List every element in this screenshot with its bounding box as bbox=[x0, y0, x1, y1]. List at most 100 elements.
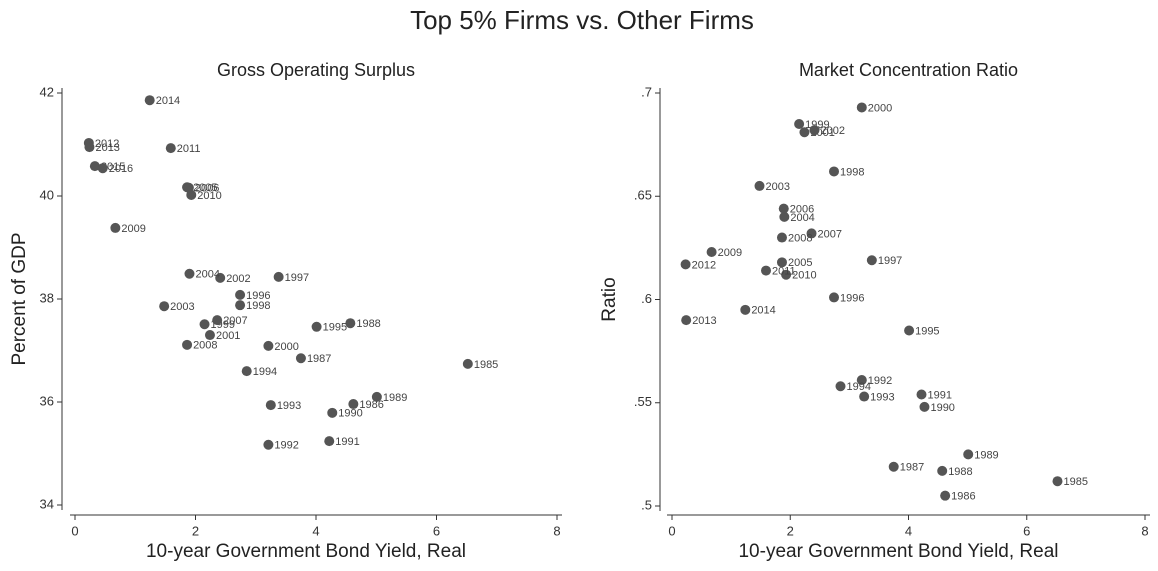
point bbox=[311, 321, 322, 332]
point-label: 2010 bbox=[197, 190, 221, 202]
point bbox=[740, 304, 751, 315]
point-label: 1987 bbox=[900, 462, 924, 474]
point-label: 2011 bbox=[177, 143, 201, 155]
x-tick-label: 0 bbox=[71, 523, 78, 538]
y-tick-label: 36 bbox=[40, 393, 54, 408]
point-label: 1989 bbox=[383, 392, 407, 404]
point-label: 2003 bbox=[170, 301, 194, 313]
point-label: 1985 bbox=[474, 359, 498, 371]
point-label: 2005 bbox=[788, 257, 812, 269]
point-label: 1990 bbox=[930, 402, 954, 414]
point bbox=[776, 232, 787, 243]
point bbox=[963, 449, 974, 460]
point bbox=[84, 142, 95, 153]
y-axis-title: Ratio bbox=[599, 277, 620, 321]
point bbox=[680, 259, 691, 270]
point bbox=[919, 401, 930, 412]
point-label: 1992 bbox=[868, 375, 892, 387]
x-tick-label: 6 bbox=[433, 523, 440, 538]
point bbox=[794, 118, 805, 129]
point bbox=[835, 381, 846, 392]
point-label: 2007 bbox=[818, 228, 842, 240]
point-label: 2013 bbox=[692, 315, 716, 327]
point-label: 1993 bbox=[870, 391, 894, 403]
point-label: 1993 bbox=[277, 400, 301, 412]
point bbox=[144, 95, 155, 106]
point bbox=[681, 315, 692, 326]
point-label: 1988 bbox=[948, 466, 972, 478]
point-label: 1991 bbox=[335, 436, 359, 448]
point bbox=[327, 407, 338, 418]
y-tick-label: .65 bbox=[634, 188, 652, 203]
point-label: 1997 bbox=[285, 272, 309, 284]
point bbox=[706, 247, 717, 258]
point bbox=[184, 268, 195, 279]
point-label: 2009 bbox=[121, 223, 145, 235]
point-label: 2012 bbox=[95, 138, 119, 150]
point bbox=[295, 353, 306, 364]
point bbox=[937, 465, 948, 476]
point bbox=[829, 166, 840, 177]
point-label: 2014 bbox=[156, 95, 180, 107]
x-tick-label: 6 bbox=[1023, 523, 1030, 538]
x-tick-label: 0 bbox=[668, 523, 675, 538]
point bbox=[263, 439, 274, 450]
point bbox=[273, 271, 284, 282]
point bbox=[809, 125, 820, 136]
point bbox=[97, 163, 108, 174]
point bbox=[110, 222, 121, 233]
point-label: 1989 bbox=[974, 449, 998, 461]
point-label: 2003 bbox=[766, 181, 790, 193]
point bbox=[371, 391, 382, 402]
y-axis-title: Percent of GDP bbox=[9, 232, 30, 365]
point bbox=[779, 211, 790, 222]
point-label: 1995 bbox=[323, 322, 347, 334]
point-label: 1988 bbox=[356, 318, 380, 330]
point-label: 1992 bbox=[274, 440, 298, 452]
y-tick-label: 34 bbox=[40, 496, 54, 511]
x-tick-label: 4 bbox=[312, 523, 319, 538]
point-label: 2012 bbox=[692, 259, 716, 271]
point-label: 2008 bbox=[788, 232, 812, 244]
point bbox=[754, 180, 765, 191]
point-label: 2007 bbox=[223, 315, 247, 327]
point bbox=[940, 490, 951, 501]
point-label: 2002 bbox=[226, 273, 250, 285]
point bbox=[199, 319, 210, 330]
point bbox=[761, 265, 772, 276]
point bbox=[888, 461, 899, 472]
point bbox=[241, 366, 252, 377]
x-axis-title: 10-year Government Bond Yield, Real bbox=[738, 541, 1058, 562]
point-label: 1986 bbox=[951, 491, 975, 503]
point bbox=[89, 161, 100, 172]
point-label: 2016 bbox=[109, 163, 133, 175]
point-label: 2008 bbox=[193, 340, 217, 352]
x-tick-label: 2 bbox=[192, 523, 199, 538]
point-label: 2005 bbox=[193, 182, 217, 194]
point bbox=[829, 292, 840, 303]
point bbox=[159, 301, 170, 312]
chart-title: Gross Operating Surplus bbox=[217, 60, 415, 80]
y-tick-label: .55 bbox=[634, 394, 652, 409]
point bbox=[324, 436, 335, 447]
point-label: 1987 bbox=[307, 353, 331, 365]
point bbox=[212, 315, 223, 326]
point bbox=[265, 400, 276, 411]
point bbox=[1052, 476, 1063, 487]
point-label: 2004 bbox=[195, 269, 219, 281]
y-tick-label: .5 bbox=[641, 497, 652, 512]
chart-title: Market Concentration Ratio bbox=[799, 60, 1018, 80]
point bbox=[806, 228, 817, 239]
point-label: 1995 bbox=[915, 325, 939, 337]
point-label: 1986 bbox=[359, 399, 383, 411]
point-label: 1990 bbox=[338, 408, 362, 420]
point bbox=[165, 143, 176, 154]
x-tick-label: 2 bbox=[787, 523, 794, 538]
point bbox=[235, 300, 246, 311]
point-label: 1998 bbox=[840, 166, 864, 178]
point-label: 1998 bbox=[246, 300, 270, 312]
x-tick-label: 4 bbox=[905, 523, 912, 538]
point-label: 2006 bbox=[195, 183, 219, 195]
point-label: 2013 bbox=[95, 142, 119, 154]
